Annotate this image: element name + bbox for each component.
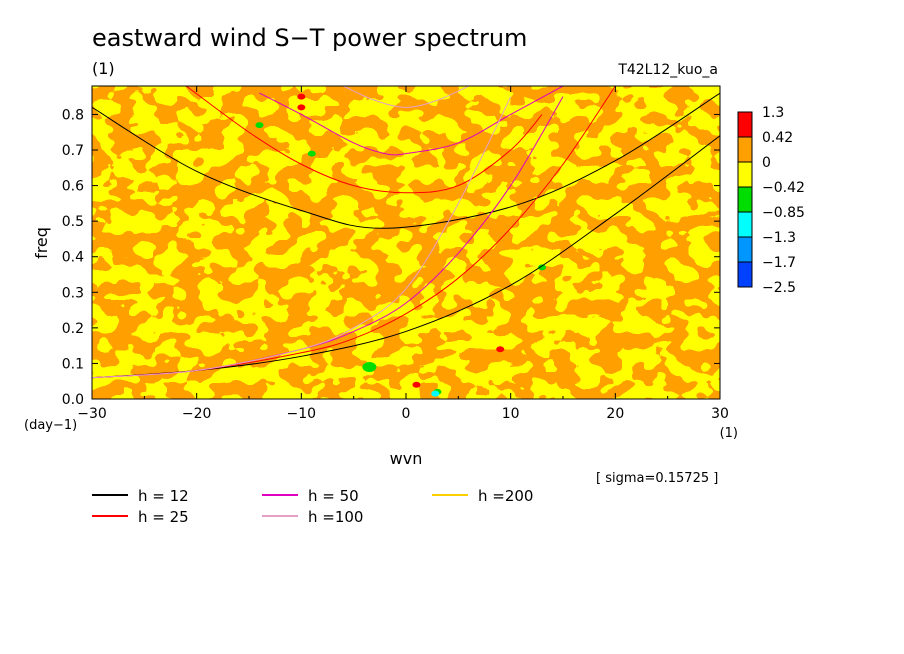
- x-unit-label: (1): [720, 426, 738, 441]
- colorbar-swatch-1: [737, 136, 753, 163]
- y-tick-label-7: 0.7: [62, 143, 84, 159]
- colorbar-swatch-2: [737, 161, 753, 188]
- colorbar-swatch-6: [737, 261, 753, 288]
- y-tick-label-8: 0.8: [62, 107, 84, 123]
- x-tick-label-6: 30: [711, 406, 729, 422]
- colorbar-swatch-4: [737, 211, 753, 238]
- y-tick-label-3: 0.3: [62, 285, 84, 301]
- legend-label-4: h =200: [478, 487, 533, 505]
- y-axis-label: freq: [32, 227, 51, 259]
- colorbar-label-4: −0.85: [762, 205, 805, 221]
- x-tick-label-3: 0: [402, 406, 411, 422]
- colorbar-label-3: −0.42: [762, 180, 805, 196]
- legend-label-3: h =100: [308, 508, 363, 526]
- feature-patch-2: [496, 346, 505, 353]
- x-tick-label-4: 10: [502, 406, 520, 422]
- feature-patch-9: [255, 122, 264, 129]
- dispersion-curve-1: [92, 92, 720, 229]
- colorbar-label-1: 0.42: [762, 130, 793, 146]
- colorbar-swatch-3: [737, 186, 753, 213]
- feature-group: [255, 93, 547, 397]
- feature-patch-6: [431, 390, 440, 397]
- chart-title: eastward wind S−T power spectrum: [92, 24, 527, 52]
- y-unit-label: (day−1): [24, 418, 77, 433]
- y-axis: 0.0 0.1 0.2 0.3 0.4 0.5 0.6 0.7 0.8: [62, 107, 720, 408]
- feature-patch-7: [538, 264, 547, 271]
- y-tick-label-2: 0.2: [62, 321, 84, 337]
- x-tick-label-1: −20: [182, 406, 212, 422]
- dispersion-curve-5: [259, 86, 564, 156]
- curve-group: [92, 86, 720, 379]
- legend-label-0: h = 12: [138, 487, 189, 505]
- dispersion-curve-6: [92, 96, 512, 379]
- chart-subtitle-left: (1): [92, 59, 115, 78]
- sigma-note: [ sigma=0.15725 ]: [596, 471, 718, 486]
- colorbar-label-2: 0: [762, 155, 771, 171]
- feature-patch-8: [307, 150, 316, 157]
- field-high-patches: [92, 86, 720, 399]
- colorbar-swatch-5: [737, 236, 753, 263]
- colorbar: 1.3 0.42 0 −0.42 −0.85 −1.3 −1.7 −2.5: [737, 105, 805, 296]
- y-tick-label-0: 0.0: [62, 392, 84, 408]
- chart-subtitle-right: T42L12_kuo_a: [617, 62, 718, 78]
- colorbar-label-0: 1.3: [762, 105, 784, 121]
- feature-patch-1: [297, 93, 306, 100]
- y-tick-label-4: 0.4: [62, 250, 84, 266]
- colorbar-label-7: −2.5: [762, 280, 796, 296]
- legend-label-2: h = 50: [308, 487, 359, 505]
- y-tick-label-1: 0.1: [62, 356, 84, 372]
- dispersion-curve-7: [342, 86, 470, 108]
- x-tick-label-0: −30: [77, 406, 107, 422]
- dispersion-curve-3: [185, 86, 543, 194]
- y-tick-label-5: 0.5: [62, 214, 84, 230]
- x-tick-label-5: 20: [606, 406, 624, 422]
- colorbar-label-5: −1.3: [762, 230, 796, 246]
- feature-patch-0: [297, 104, 306, 111]
- colorbar-label-6: −1.7: [762, 255, 796, 271]
- legend-label-1: h = 25: [138, 508, 189, 526]
- feature-patch-3: [412, 381, 421, 388]
- x-axis: −30 −20 −10 0 10 20 30: [77, 86, 729, 422]
- plot-area: [92, 86, 720, 399]
- legend: h = 12 h = 25 h = 50 h =100 h =200: [92, 487, 533, 526]
- x-tick-label-2: −10: [287, 406, 317, 422]
- y-tick-label-6: 0.6: [62, 179, 84, 195]
- colorbar-swatch-0: [737, 111, 753, 138]
- x-axis-label: wvn: [390, 449, 423, 468]
- feature-patch-4: [362, 361, 377, 372]
